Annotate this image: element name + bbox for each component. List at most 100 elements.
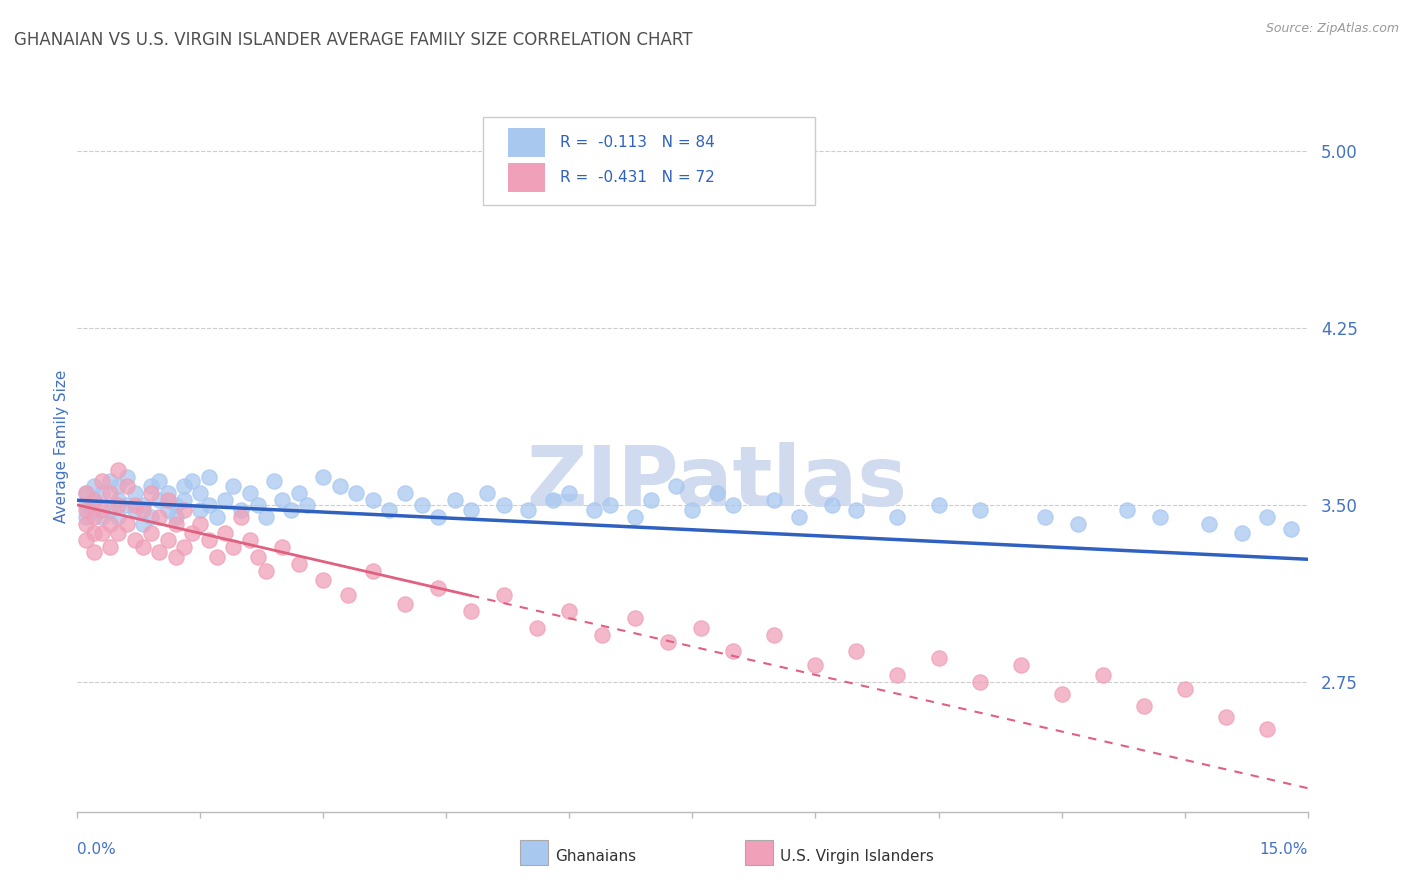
Point <box>75 516 97 531</box>
Point <box>763 493 786 508</box>
Point <box>197 533 219 548</box>
Point <box>1230 526 1253 541</box>
Point <box>378 502 401 516</box>
Point <box>124 502 146 516</box>
Point <box>75 502 97 516</box>
Point <box>804 658 827 673</box>
Point <box>83 545 105 559</box>
Point <box>124 486 146 500</box>
Point <box>427 581 450 595</box>
Point <box>706 486 728 500</box>
Point <box>141 486 163 500</box>
Point <box>1279 522 1302 536</box>
Point <box>591 628 613 642</box>
Point <box>107 493 129 508</box>
Point <box>254 564 277 578</box>
Point <box>460 604 482 618</box>
Point <box>1256 722 1278 736</box>
Point <box>75 509 97 524</box>
Point <box>98 502 121 516</box>
Point <box>148 509 170 524</box>
Point <box>394 597 416 611</box>
Point <box>173 541 195 555</box>
Bar <box>520 840 548 865</box>
Point <box>83 526 105 541</box>
Point <box>657 635 679 649</box>
Point <box>90 509 114 524</box>
Point <box>173 493 195 508</box>
Point <box>492 498 515 512</box>
Point <box>107 498 129 512</box>
Point <box>411 498 433 512</box>
Text: U.S. Virgin Islanders: U.S. Virgin Islanders <box>780 849 934 863</box>
Point <box>263 475 285 489</box>
Point <box>271 493 294 508</box>
Text: 0.0%: 0.0% <box>77 842 117 856</box>
Text: GHANAIAN VS U.S. VIRGIN ISLANDER AVERAGE FAMILY SIZE CORRELATION CHART: GHANAIAN VS U.S. VIRGIN ISLANDER AVERAGE… <box>14 31 693 49</box>
Point <box>181 475 204 489</box>
Point <box>205 509 228 524</box>
Point <box>156 493 179 508</box>
Point <box>205 549 228 564</box>
Point <box>969 502 991 516</box>
Point <box>188 516 212 531</box>
Point <box>312 574 335 588</box>
Point <box>477 486 499 500</box>
Point <box>90 526 114 541</box>
Point <box>821 498 844 512</box>
Point <box>329 479 352 493</box>
Point <box>214 493 236 508</box>
Point <box>141 526 163 541</box>
Point <box>427 509 450 524</box>
Point <box>583 502 606 516</box>
Point <box>98 486 121 500</box>
Point <box>886 509 908 524</box>
Point <box>83 502 105 516</box>
Point <box>271 541 294 555</box>
Point <box>640 493 662 508</box>
Point <box>246 549 269 564</box>
Point <box>90 486 114 500</box>
Point <box>246 498 269 512</box>
Point <box>148 475 170 489</box>
Point <box>723 498 745 512</box>
Point <box>1067 516 1090 531</box>
Text: R =  -0.431   N = 72: R = -0.431 N = 72 <box>560 170 714 185</box>
Point <box>107 509 129 524</box>
Point <box>231 502 253 516</box>
Point <box>624 509 647 524</box>
Point <box>969 675 991 690</box>
Point <box>526 621 548 635</box>
Point <box>132 498 155 512</box>
Point <box>288 557 311 571</box>
Point <box>231 509 253 524</box>
Text: ZIPatlas: ZIPatlas <box>527 442 907 523</box>
Point <box>886 668 908 682</box>
Point <box>197 498 219 512</box>
Point <box>75 498 97 512</box>
Point <box>124 498 146 512</box>
Point <box>222 541 245 555</box>
Point <box>148 493 170 508</box>
Point <box>541 493 564 508</box>
Point <box>239 533 262 548</box>
Text: Ghanaians: Ghanaians <box>555 849 637 863</box>
Point <box>132 502 155 516</box>
Point <box>1215 710 1237 724</box>
Point <box>361 564 384 578</box>
Point <box>156 533 179 548</box>
Point <box>115 516 138 531</box>
Point <box>1174 681 1197 696</box>
Point <box>845 502 868 516</box>
Point <box>188 486 212 500</box>
Point <box>1149 509 1171 524</box>
Point <box>682 502 704 516</box>
Point <box>460 502 482 516</box>
Point <box>83 493 105 508</box>
Point <box>75 533 97 548</box>
Point <box>599 498 621 512</box>
Point <box>107 462 129 476</box>
Point <box>928 651 950 665</box>
Point <box>173 502 195 516</box>
Point <box>156 502 179 516</box>
